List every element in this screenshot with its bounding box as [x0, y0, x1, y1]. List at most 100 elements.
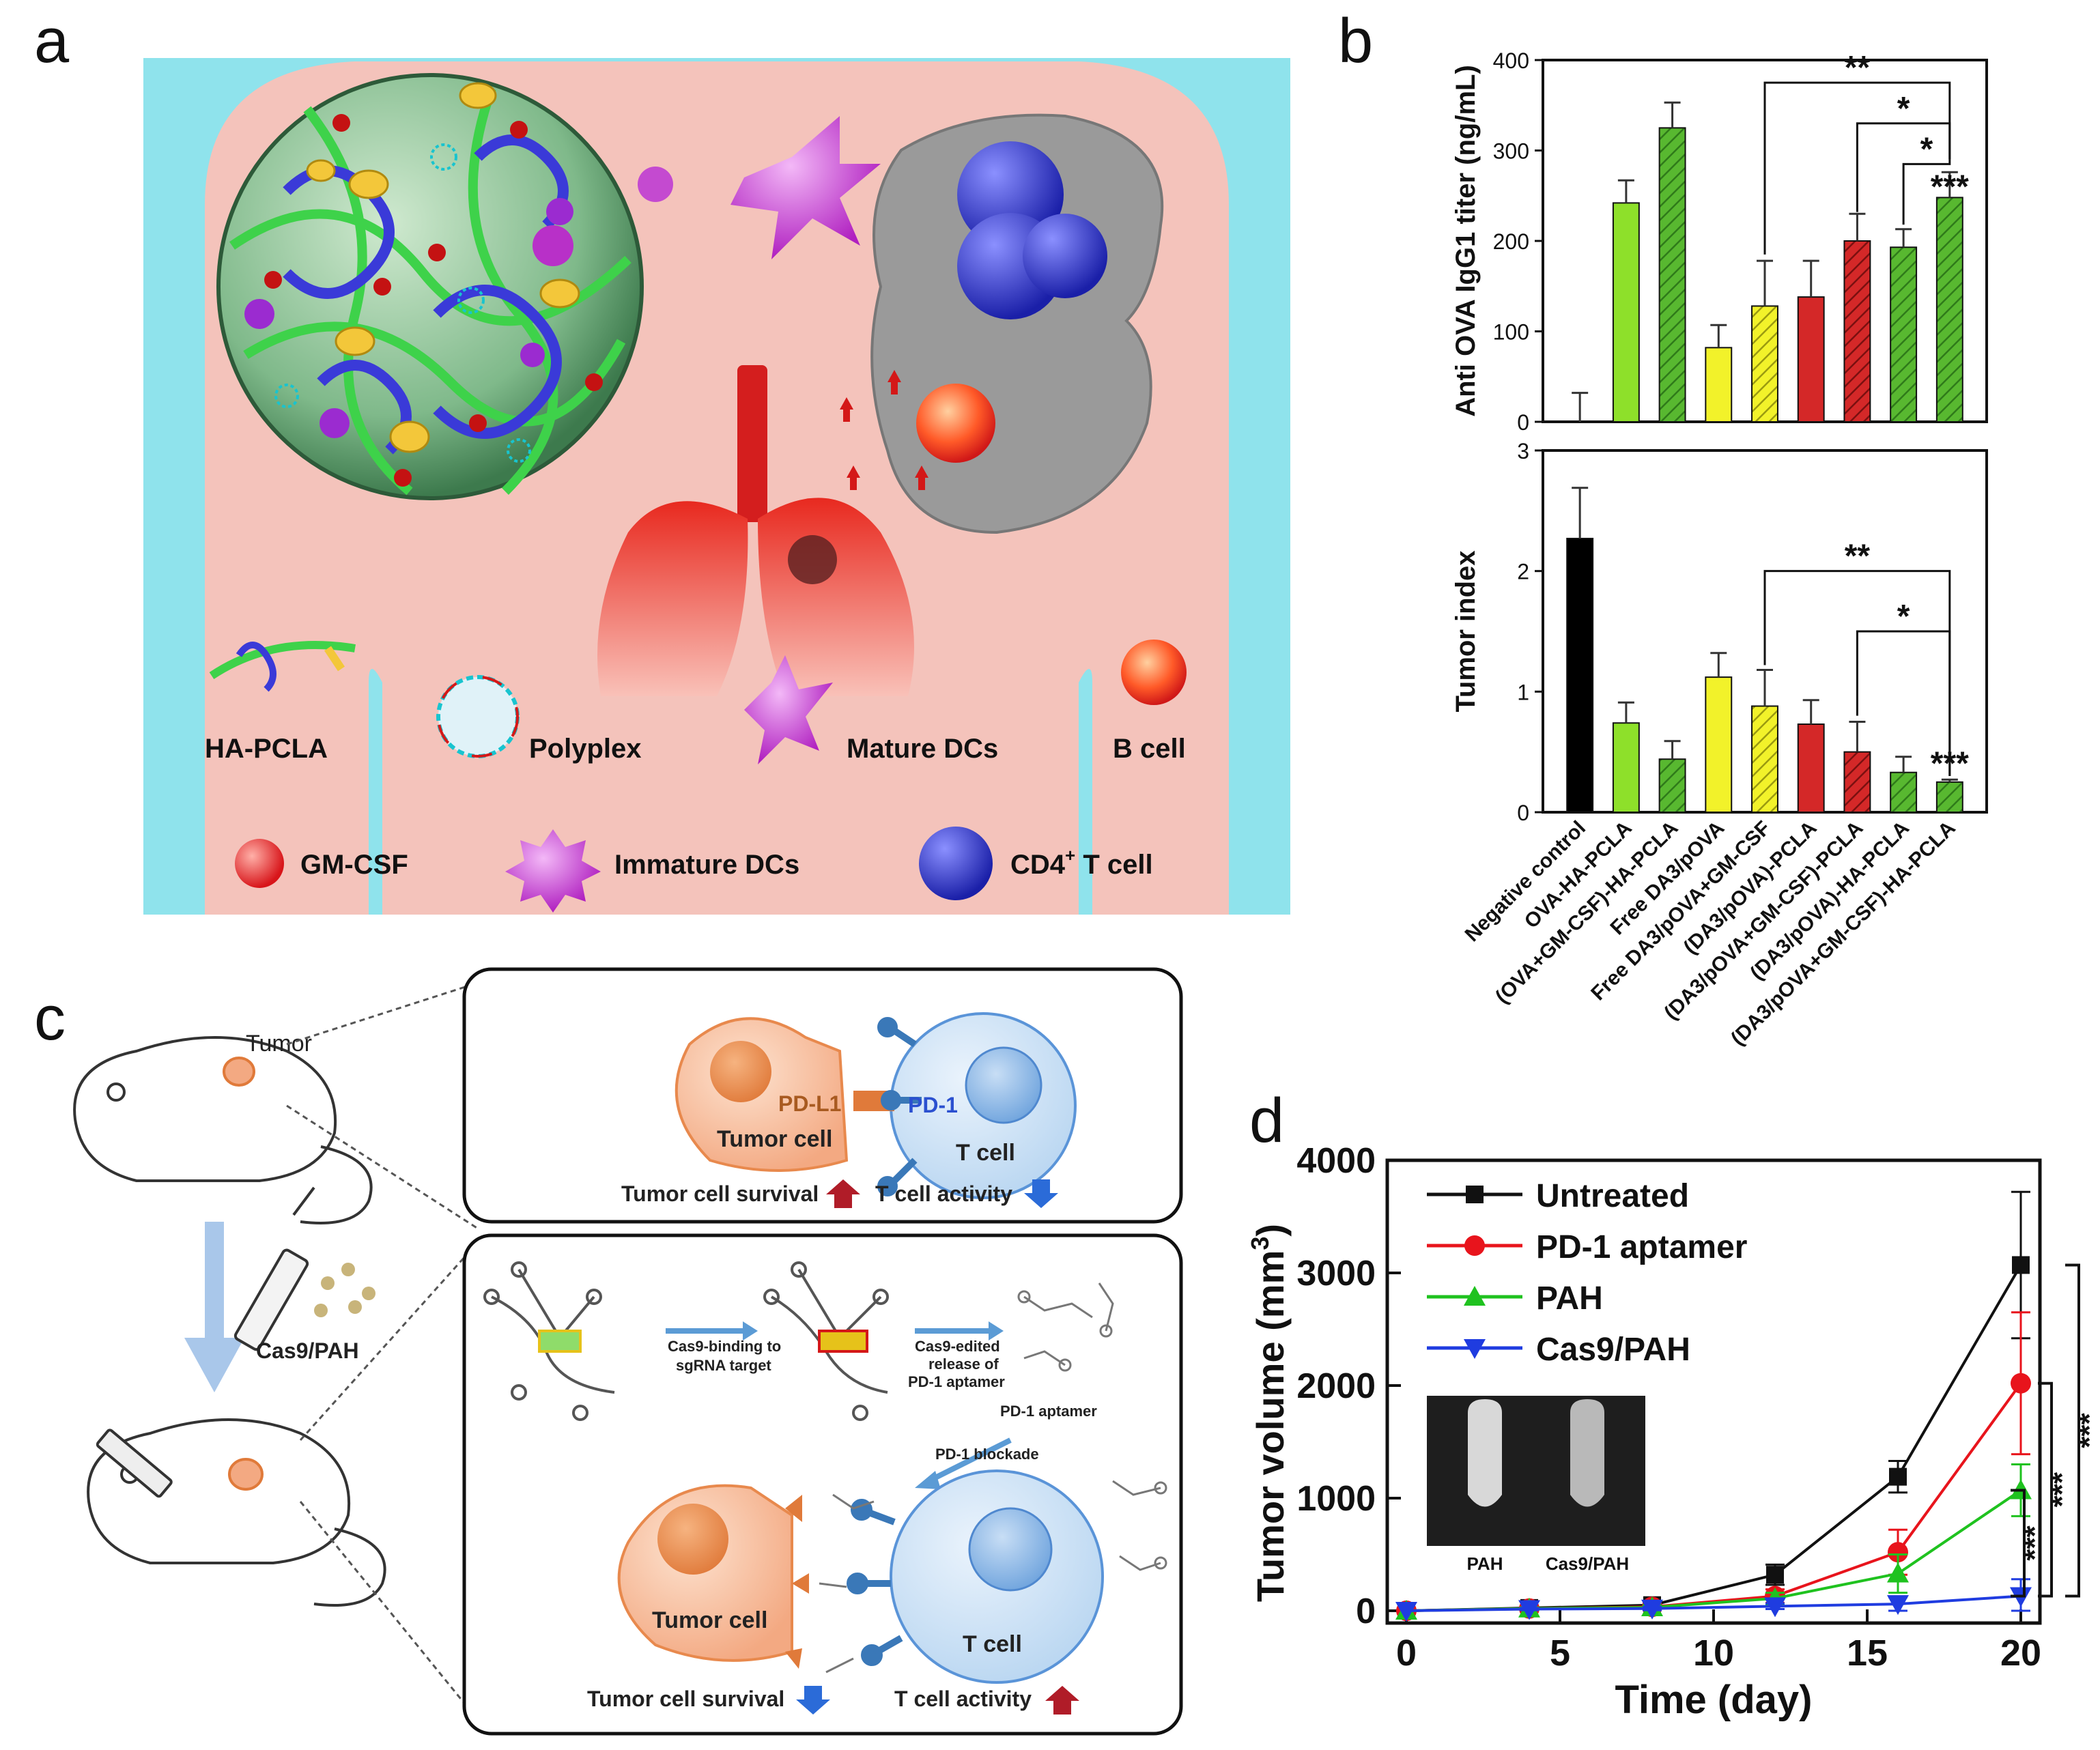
x-tick-label: 20	[2000, 1633, 2041, 1674]
bar	[1890, 246, 1918, 422]
down-arrow-icon	[1024, 1179, 1058, 1208]
panel-a-legend-icons	[209, 640, 1187, 913]
significance-label: ***	[2018, 1525, 2052, 1560]
significance-label: ***	[1931, 746, 1969, 782]
mouse-top	[73, 1036, 373, 1224]
bar	[1843, 751, 1871, 813]
bar	[1935, 197, 1963, 422]
bar	[1658, 758, 1686, 814]
legend-marker	[1466, 1186, 1484, 1203]
immature-dc-icon	[505, 829, 601, 913]
step2-label-line2: release of	[928, 1355, 999, 1373]
panel-label-a: a	[34, 6, 70, 76]
significance-label: **	[1845, 539, 1871, 575]
y-axis-label: Tumor volume (mm3)	[1246, 1224, 1292, 1602]
legend-b-cell: B cell	[1113, 734, 1186, 764]
significance-bracket	[1902, 159, 1951, 225]
pd1-aptamer-label: PD-1 aptamer	[1000, 1403, 1097, 1420]
series-line	[1406, 1594, 2021, 1612]
legend-marker	[1464, 1286, 1486, 1306]
legend-marker	[1464, 1339, 1486, 1359]
y-tick-label: 3	[1517, 439, 1529, 463]
bar	[1566, 537, 1594, 813]
released-aptamers	[1017, 1282, 1167, 1571]
immature-dc-floating-2	[533, 225, 573, 266]
chart-d: 0 1000 2000 3000 4000 0 5 10 15 20 Time (day) Tumor…	[1246, 1141, 2100, 1722]
significance-bracket	[1856, 122, 1951, 212]
tube-cas9-pah-icon	[1570, 1399, 1604, 1507]
step1-label-line1: Cas9-binding to	[668, 1338, 781, 1355]
tumor-cell-label-top: Tumor cell	[717, 1126, 832, 1152]
pd-l1-label: PD-L1	[778, 1091, 841, 1116]
data-point	[1887, 1562, 1909, 1583]
bar	[1797, 296, 1825, 422]
significance-label: **	[1845, 50, 1871, 86]
y-tick-label: 0	[1517, 801, 1529, 825]
significance-bracket	[2065, 1263, 2080, 1598]
syringe-icon	[233, 1186, 315, 1351]
gm-csf-icon	[235, 839, 284, 888]
down-arrow-icon-2	[796, 1686, 830, 1715]
inset-label-pah: PAH	[1467, 1553, 1503, 1574]
process-arrow-shaft	[205, 1222, 224, 1345]
legend-label: Untreated	[1536, 1178, 1689, 1214]
panel-label-c: c	[34, 984, 66, 1053]
b-cell-icon	[1121, 640, 1187, 705]
y-tick-label: 3000	[1296, 1254, 1376, 1293]
legend-immature-dcs: Immature DCs	[614, 850, 799, 880]
injection-label: Cas9/PAH	[256, 1338, 359, 1363]
bar	[1751, 705, 1778, 813]
legend-polyplex: Polyplex	[529, 734, 642, 764]
data-point	[1889, 1467, 1907, 1486]
panel-label-d: d	[1249, 1086, 1285, 1156]
bar	[1612, 202, 1640, 422]
y-axis-label-main: Tumor volume (mm	[1249, 1250, 1292, 1602]
y-axis-label: Anti OVA IgG1 titer (ng/mL)	[1451, 65, 1481, 417]
data-point	[1766, 1566, 1784, 1584]
pd-1-label: PD-1	[908, 1093, 958, 1117]
bottom-caption-survival: Tumor cell survival	[587, 1687, 784, 1711]
cd4-t-cell-icon	[919, 827, 993, 900]
y-tick-label: 2000	[1296, 1366, 1376, 1406]
tumor-cell-bottom	[617, 1484, 809, 1669]
y-tick-label: 1000	[1296, 1479, 1376, 1519]
step2-label-line1: Cas9-edited	[915, 1338, 1000, 1355]
significance-label: *	[1897, 599, 1910, 635]
step1-label-line2: sgRNA target	[676, 1357, 771, 1374]
tumor-label: Tumor	[246, 1031, 312, 1057]
bottom-caption-activity: T cell activity	[894, 1687, 1032, 1711]
y-axis-label: Tumor index	[1451, 550, 1481, 712]
x-axis-label: Time (day)	[1615, 1678, 1812, 1722]
panel-label-b: b	[1338, 6, 1374, 76]
tumor-cell-label-bottom: Tumor cell	[652, 1607, 767, 1633]
data-point	[1764, 1597, 1786, 1618]
immature-dc-floating	[638, 167, 673, 202]
y-tick-label: 400	[1493, 48, 1529, 73]
panel-a-illustration: HA-PCLA Polyplex Mature DCs B cell GM-CS…	[143, 58, 1290, 915]
x-tick-label: 0	[1396, 1633, 1417, 1674]
y-tick-label: 4000	[1296, 1141, 1376, 1181]
mature-dc-icon	[744, 655, 833, 764]
t-cell-label-top: T cell	[956, 1140, 1015, 1166]
significance-bracket	[1763, 81, 1951, 255]
y-axis-label-sup: 3	[1246, 1237, 1274, 1250]
y-tick-label: 200	[1493, 229, 1529, 254]
cas9-pah-particle-1	[483, 1261, 615, 1421]
panel-c-illustration: Tumor Cas9/PAH	[73, 967, 1183, 1736]
x-tick-label: 10	[1693, 1633, 1734, 1674]
x-tick-label: 5	[1550, 1633, 1570, 1674]
top-caption-activity: T cell activity	[875, 1181, 1012, 1206]
lungs	[597, 365, 914, 696]
pd1-blockade-label: PD-1 blockade	[935, 1446, 1039, 1463]
top-caption-survival: Tumor cell survival	[621, 1181, 819, 1206]
bar	[1890, 771, 1918, 813]
cas9-pah-complex-icon	[314, 1263, 375, 1317]
significance-label: ***	[1931, 169, 1969, 205]
up-arrow-icon-2	[1045, 1686, 1079, 1715]
data-point	[1888, 1542, 1908, 1563]
bar	[1843, 240, 1871, 422]
legend-mature-dcs: Mature DCs	[847, 734, 998, 764]
lung-tumor	[788, 535, 837, 584]
